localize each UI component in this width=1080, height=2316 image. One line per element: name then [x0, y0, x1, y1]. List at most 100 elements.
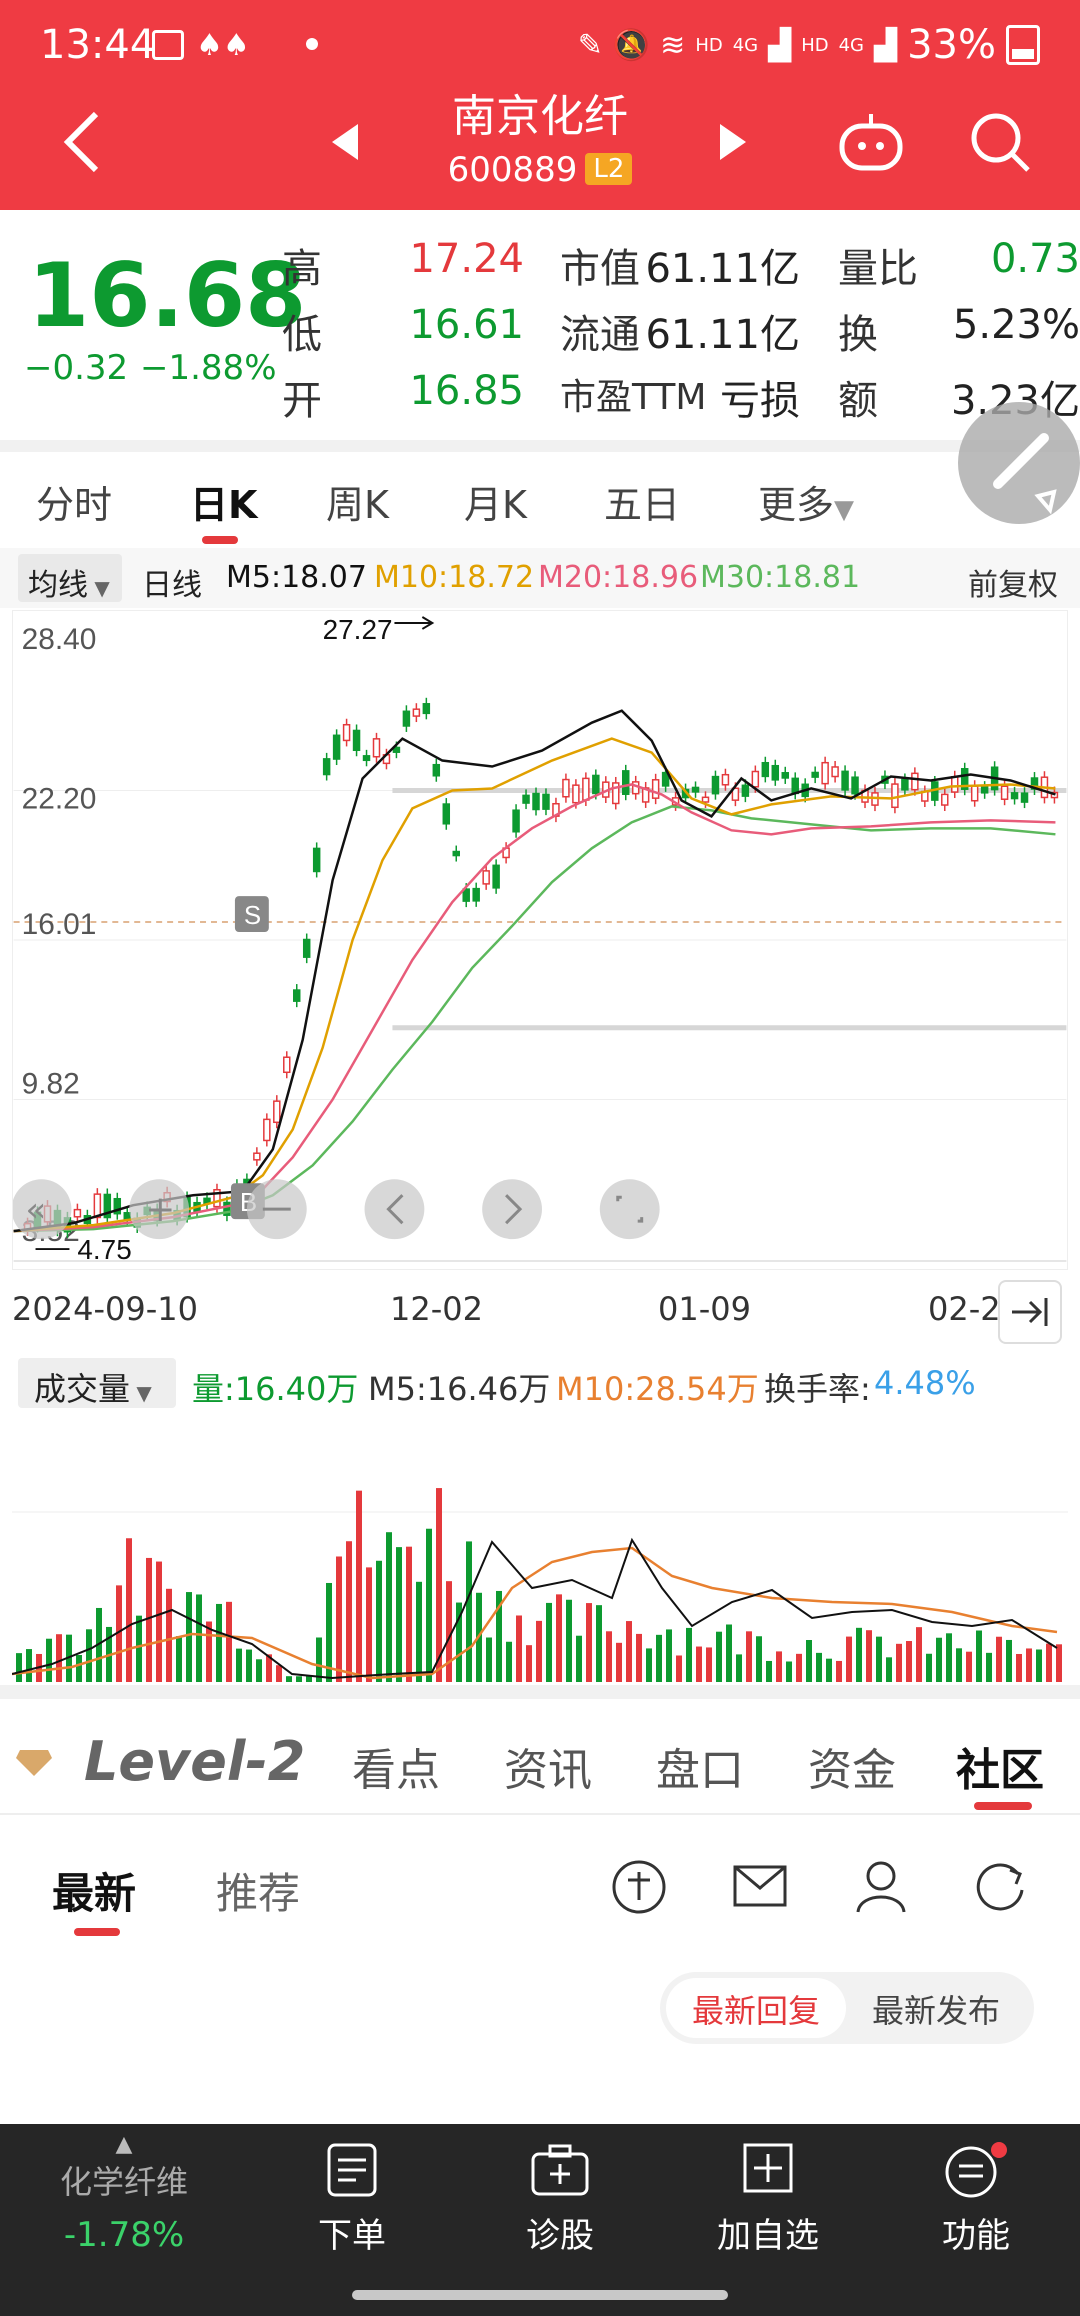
stock-code-row: 600889 L2 [0, 150, 1080, 190]
tab-more[interactable]: 更多▼ [758, 474, 854, 529]
level2-logo[interactable]: Level-2 [84, 1730, 306, 1793]
chat-bubble-icon[interactable] [608, 1858, 670, 1920]
float-value: 61.11亿 [645, 312, 800, 358]
sort-latest-reply[interactable]: 最新回复 [666, 1978, 846, 2038]
volume-bar [216, 1603, 222, 1682]
volume-bar [276, 1665, 282, 1682]
sort-latest-post[interactable]: 最新发布 [872, 1992, 1001, 2030]
tab-daily-k[interactable]: 日K [190, 483, 258, 527]
volume-bar [96, 1607, 102, 1682]
scroll-right-button[interactable] [482, 1179, 542, 1240]
ma10-line [13, 737, 1056, 1233]
tab-recommended[interactable]: 推荐 [216, 1869, 301, 1918]
candle [612, 782, 620, 805]
volume-bar [436, 1488, 442, 1682]
ma30-line [13, 805, 1056, 1233]
candle [352, 729, 361, 752]
prev-stock-icon[interactable] [330, 122, 360, 162]
ma-selector[interactable]: 均线 ▼ [18, 554, 122, 603]
volume-chart[interactable] [12, 1412, 1068, 1682]
robot-assistant-icon[interactable] [836, 112, 906, 174]
candle [482, 870, 490, 885]
tab-latest[interactable]: 最新 [52, 1869, 137, 1918]
tab-five-day[interactable]: 五日 [604, 483, 681, 527]
sector-change: -1.78% [63, 2215, 185, 2255]
volume-bar [666, 1629, 672, 1682]
turnover-value: 5.23% [952, 302, 1080, 348]
candle [701, 796, 710, 803]
order-button[interactable]: 下单 [262, 2142, 442, 2257]
tab-capital[interactable]: 资金 [808, 1745, 896, 1796]
floating-edit-button[interactable] [958, 402, 1080, 524]
chart-nav-controls: « + [12, 1179, 660, 1240]
high-value: 17.24 [409, 236, 524, 282]
volume-bar [926, 1653, 932, 1682]
user-icon[interactable] [854, 1858, 908, 1914]
candle [622, 770, 630, 795]
tab-order-book[interactable]: 盘口 [656, 1745, 744, 1796]
ma-indicator-row: 均线 ▼ 日线 M5:18.07 M10:18.72 M20:18.96 M30… [0, 548, 1080, 608]
volume-bar [136, 1615, 142, 1682]
refresh-icon[interactable] [974, 1860, 1030, 1916]
max-price-label: 27.27 [323, 614, 393, 645]
volume-bar [156, 1561, 162, 1682]
period-label: 日线 [142, 568, 202, 603]
zoom-in-button[interactable] [129, 1179, 190, 1240]
add-watchlist-label: 加自选 [717, 2216, 819, 2256]
candle [332, 734, 341, 760]
info-tabs: Level-2 看点 资讯 盘口 资金 社区 [0, 1700, 1080, 1815]
sell-signal-badge[interactable] [234, 896, 269, 933]
candle [592, 774, 600, 795]
volume-bar [46, 1638, 52, 1682]
sector-button[interactable]: ▲ 化学纤维 -1.78% [34, 2132, 214, 2255]
volume-value: 量:16.40万 [192, 1370, 359, 1408]
volume-bar [326, 1582, 332, 1682]
tab-weekly-k[interactable]: 周K [326, 483, 389, 527]
scroll-left-button[interactable] [364, 1179, 425, 1240]
4g-label-2: 4G [838, 34, 865, 56]
volume-bar [116, 1585, 122, 1682]
volume-bar [596, 1605, 602, 1682]
sell-signal-label: S [244, 902, 261, 930]
candle [103, 1193, 112, 1219]
price-adjust[interactable]: 前复权 [968, 568, 1058, 603]
status-right: ✎ 🔕 ≋ HD 4G ▟ HD 4G ▟ 33% [578, 22, 1040, 68]
volume-bar [366, 1567, 372, 1682]
kline-chart[interactable]: 28.40 22.20 16.01 9.82 3.52 27.27 4.75 S… [12, 610, 1068, 1270]
candle [771, 764, 780, 781]
volume-bar [856, 1627, 862, 1682]
fullscreen-button[interactable] [599, 1179, 660, 1240]
volume-bar [76, 1654, 82, 1682]
notification-dot [991, 2142, 1007, 2158]
candle [512, 809, 520, 833]
diagnose-button[interactable]: 诊股 [470, 2142, 650, 2257]
volume-bar [316, 1637, 322, 1682]
tab-timeshare[interactable]: 分时 [36, 483, 113, 527]
battery-percent: 33% [907, 22, 996, 68]
candle [721, 773, 730, 786]
wifi-icon: ≋ [660, 27, 686, 63]
next-stock-icon[interactable] [718, 122, 748, 162]
candle [751, 770, 760, 788]
tab-community[interactable]: 社区 [956, 1745, 1044, 1796]
tab-highlights[interactable]: 看点 [352, 1745, 440, 1796]
tab-monthly-k[interactable]: 月K [464, 483, 527, 527]
search-icon[interactable] [968, 110, 1034, 176]
mail-icon[interactable] [732, 1864, 788, 1908]
volume-bar [916, 1627, 922, 1682]
tab-news[interactable]: 资讯 [504, 1745, 592, 1796]
chevron-left-icon [386, 1194, 404, 1225]
candle [980, 786, 989, 794]
ma10-value: M10:18.72 [374, 560, 535, 595]
candle [392, 746, 401, 753]
rewind-button[interactable] [12, 1179, 72, 1240]
candle [911, 772, 919, 791]
volume-selector[interactable]: 成交量 ▼ [18, 1358, 176, 1408]
volume-bar [286, 1676, 292, 1682]
add-watchlist-button[interactable]: 加自选 [678, 2142, 858, 2257]
functions-button[interactable]: 功能 [886, 2142, 1066, 2257]
candle [691, 786, 700, 793]
jump-to-latest-button[interactable] [998, 1280, 1062, 1344]
document-icon [327, 2143, 377, 2197]
back-icon[interactable] [62, 110, 102, 174]
